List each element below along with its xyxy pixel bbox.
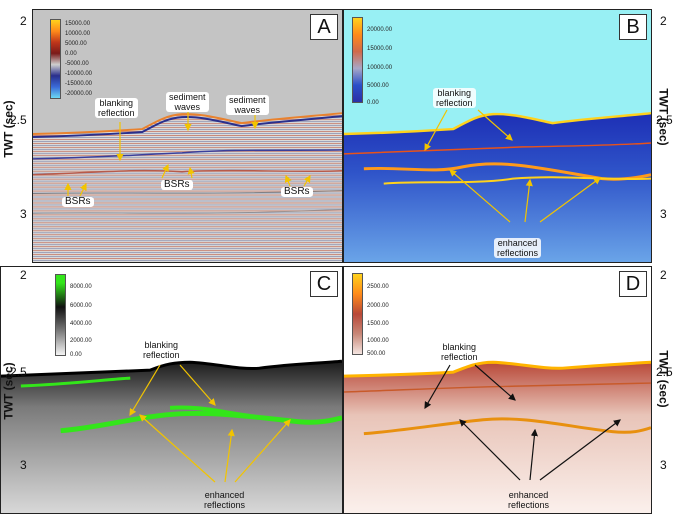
panel-c-enhanced-label: enhanced reflections (201, 490, 248, 510)
colorbar-tick: 20000.00 (367, 27, 393, 33)
panel-letter: C (310, 271, 338, 297)
axis-tick: 2.5 (656, 365, 673, 379)
panel-a-sediment-waves-label-1: sediment waves (166, 92, 209, 112)
label-line: blanking (442, 342, 477, 352)
colorbar-tick: 2000.00 (367, 303, 389, 309)
colorbar-tick: 1000.00 (367, 338, 389, 344)
label-line: enhanced (204, 490, 245, 500)
left-axis-label-top: TWT (sec) (1, 100, 16, 158)
label-line: blanking (144, 340, 179, 350)
colorbar-tick: 10000.00 (65, 31, 91, 37)
panel-c-image (1, 267, 342, 513)
axis-tick: 2 (660, 14, 667, 28)
right-axis-label-bottom: TWT (sec) (656, 350, 671, 408)
colorbar-tick: 8000.00 (70, 284, 92, 290)
axis-tick: 3 (660, 207, 667, 221)
label-line: sediment (169, 92, 206, 102)
axis-tick: 2 (660, 268, 667, 282)
panel-a-bsrs-label-right: BSRs (281, 187, 313, 197)
label-line: enhanced (508, 490, 549, 500)
label-line: reflections (508, 500, 550, 510)
colorbar-tick: 5000.00 (65, 41, 87, 47)
label-line: reflections (497, 248, 539, 258)
colorbar-tick: 0.00 (65, 51, 77, 57)
label-line: reflection (143, 350, 180, 360)
colorbar-tick: -10000.00 (65, 71, 93, 77)
panel-d-enhanced-label: enhanced reflections (505, 490, 552, 510)
colorbar-tick: 5000.00 (367, 83, 389, 89)
colorbar-tick: 2500.00 (367, 284, 389, 290)
axis-tick: 3 (660, 458, 667, 472)
axis-tick: 2 (20, 14, 27, 28)
panel-b-blanking-label: blanking reflection (433, 88, 476, 108)
panel-a-bsrs-label-left: BSRs (62, 197, 94, 207)
colorbar-tick: -15000.00 (65, 81, 93, 87)
label-line: blanking (437, 88, 472, 98)
colorbar-tick: 1500.00 (367, 321, 389, 327)
label-line: enhanced (497, 238, 538, 248)
panel-a-seismic-amplitude: A (32, 9, 343, 263)
colorbar-tick: 15000.00 (65, 21, 91, 27)
panel-letter: D (619, 271, 647, 297)
axis-tick: 2.5 (656, 113, 673, 127)
colorbar-tick: 15000.00 (367, 46, 393, 52)
colorbar-tick: 6000.00 (70, 303, 92, 309)
panel-letter: A (310, 14, 338, 40)
colorbar-tick: 500.00 (367, 351, 386, 357)
colorbar-tick: -20000.00 (65, 91, 93, 97)
colorbar-tick: 0.00 (367, 100, 379, 106)
axis-tick: 2.5 (10, 113, 27, 127)
panel-a-bsrs-label-mid: BSRs (161, 180, 193, 190)
panel-c-grayscale-attribute: C (0, 266, 343, 514)
colorbar-tick: 0.00 (70, 352, 82, 358)
panel-b-enhanced-label: enhanced reflections (494, 238, 542, 258)
axis-tick: 3 (20, 458, 27, 472)
panel-a-blanking-label: blanking reflection (95, 98, 138, 118)
panel-letter: B (619, 14, 647, 40)
label-line: reflection (441, 352, 478, 362)
colorbar-tick: -5000.00 (65, 61, 89, 67)
label-line: waves (174, 102, 201, 112)
label-line: blanking (99, 98, 134, 108)
axis-tick: 2 (20, 268, 27, 282)
panel-a-sediment-waves-label-2: sediment waves (226, 95, 269, 115)
colorbar-tick: 4000.00 (70, 321, 92, 327)
label-line: reflection (98, 108, 135, 118)
label-line: waves (234, 105, 261, 115)
label-line: reflection (436, 98, 473, 108)
panel-d-blanking-label: blanking reflection (438, 342, 481, 362)
label-line: reflections (204, 500, 246, 510)
panel-a-image (33, 10, 342, 262)
panel-c-blanking-label: blanking reflection (140, 340, 183, 360)
colorbar-tick: 10000.00 (367, 65, 393, 71)
colorbar-tick: 2000.00 (70, 338, 92, 344)
axis-tick: 3 (20, 207, 27, 221)
panel-d-red-attribute: D (343, 266, 652, 514)
panel-d-image (344, 267, 651, 513)
axis-tick: 2.5 (10, 365, 27, 379)
label-line: sediment (229, 95, 266, 105)
